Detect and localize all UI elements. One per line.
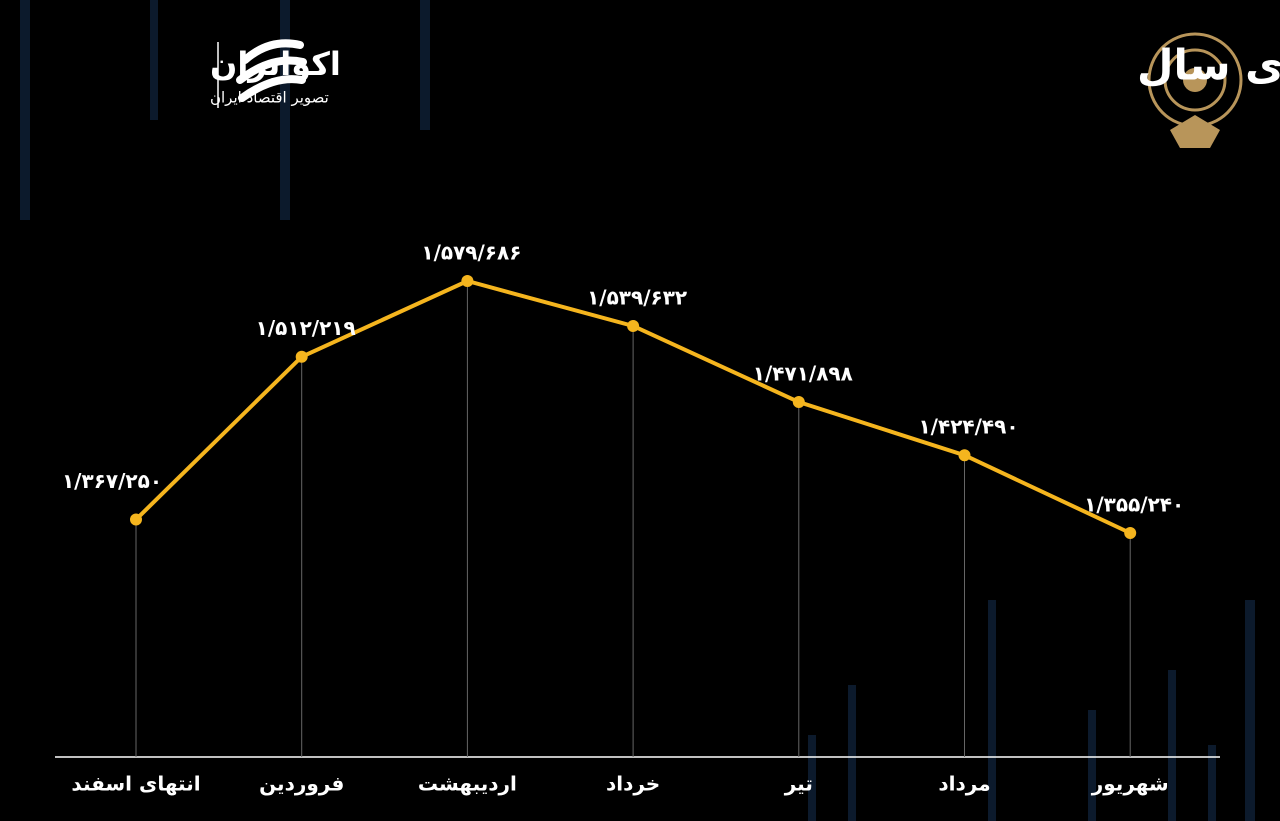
- brand-name: اکوایران: [210, 45, 341, 83]
- logo-emblem: [1147, 32, 1243, 148]
- point: [792, 396, 805, 409]
- x-tick-label: مرداد: [938, 772, 990, 796]
- value-label: ۱/۵۷۹/۶۸۶: [421, 241, 521, 265]
- point: [130, 513, 142, 526]
- value-label: ۱/۴۷۱/۸۹۸: [753, 362, 853, 386]
- value-label: ۱/۳۶۷/۲۵۰: [62, 469, 162, 493]
- title: روند شاخص کل بورس از ابتدای سال: [1137, 41, 1280, 91]
- point: [1124, 527, 1137, 539]
- brand-mark: [236, 39, 307, 102]
- value-label: ۱/۵۱۲/۲۱۹: [256, 316, 356, 340]
- value-label: ۱/۳۵۵/۲۴۰: [1084, 493, 1184, 517]
- x-tick-label: انتهای اسفند: [71, 772, 200, 796]
- x-tick-label: تیر: [784, 772, 813, 796]
- point: [461, 275, 474, 287]
- point: [295, 350, 308, 363]
- background-decoration: [20, 0, 1255, 821]
- point: [958, 449, 971, 462]
- point: [627, 319, 640, 332]
- x-tick-label: فروردین: [259, 772, 344, 796]
- x-tick-label: خرداد: [606, 772, 660, 796]
- x-tick-label: اردیبهشت: [418, 772, 517, 796]
- value-label: ۱/۴۲۴/۴۹۰: [918, 415, 1018, 439]
- value-label: ۱/۵۳۹/۶۳۲: [587, 285, 687, 309]
- x-tick-label: شهریور: [1091, 772, 1169, 796]
- brand-tagline: تصویر اقتصاد ایران: [210, 89, 329, 107]
